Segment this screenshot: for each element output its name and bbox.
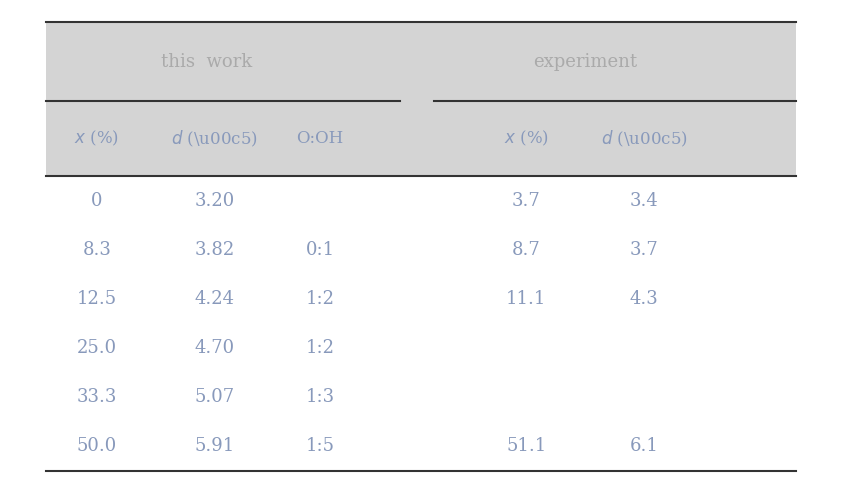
Text: 3.82: 3.82 (195, 241, 235, 259)
Text: this  work: this work (161, 53, 252, 71)
Text: 1:3: 1:3 (306, 388, 334, 406)
Text: experiment: experiment (533, 53, 637, 71)
Text: 51.1: 51.1 (506, 438, 546, 455)
Text: 4.24: 4.24 (195, 290, 235, 308)
Text: 1:2: 1:2 (306, 290, 334, 308)
Text: 50.0: 50.0 (77, 438, 117, 455)
Text: $x$ (%): $x$ (%) (504, 129, 549, 148)
Text: 8.7: 8.7 (512, 241, 541, 259)
Text: 33.3: 33.3 (77, 388, 117, 406)
Text: 1:2: 1:2 (306, 339, 334, 357)
Text: 12.5: 12.5 (77, 290, 117, 308)
Text: 1:5: 1:5 (306, 438, 334, 455)
Text: 3.7: 3.7 (630, 241, 658, 259)
Text: 4.70: 4.70 (195, 339, 235, 357)
Polygon shape (46, 22, 796, 176)
Text: 4.3: 4.3 (630, 290, 658, 308)
Text: 5.91: 5.91 (195, 438, 235, 455)
Text: 5.07: 5.07 (195, 388, 235, 406)
Text: 6.1: 6.1 (630, 438, 658, 455)
Text: 11.1: 11.1 (506, 290, 546, 308)
Text: 3.20: 3.20 (195, 192, 235, 210)
Text: $d$ (\u00c5): $d$ (\u00c5) (600, 129, 688, 149)
Text: 0:1: 0:1 (306, 241, 334, 259)
Text: $x$ (%): $x$ (%) (74, 129, 120, 148)
Text: O:OH: O:OH (296, 130, 344, 147)
Text: 8.3: 8.3 (83, 241, 111, 259)
Text: 3.4: 3.4 (630, 192, 658, 210)
Text: 0: 0 (91, 192, 103, 210)
Text: 3.7: 3.7 (512, 192, 541, 210)
Text: $d$ (\u00c5): $d$ (\u00c5) (171, 129, 258, 149)
Text: 25.0: 25.0 (77, 339, 117, 357)
